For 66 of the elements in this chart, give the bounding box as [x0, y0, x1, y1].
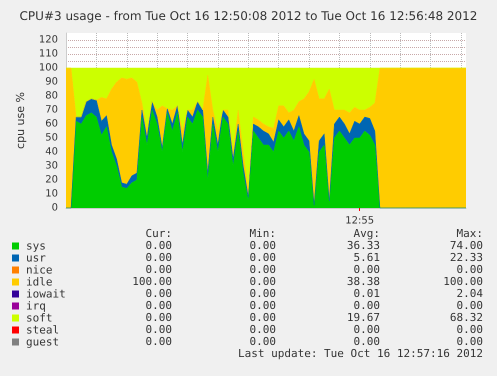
- text: 38.38: [346, 275, 380, 288]
- text: 0.00: [250, 299, 276, 312]
- y-axis-title: cpu use %: [14, 92, 27, 149]
- y-tick-label: 40: [45, 146, 58, 158]
- legend-label: steal: [26, 324, 60, 336]
- text: 0.00: [146, 323, 172, 336]
- y-tick-label: 80: [45, 90, 58, 102]
- text: 0.00: [456, 263, 483, 276]
- legend-label: soft: [26, 312, 52, 324]
- y-tick-label: 20: [45, 174, 58, 186]
- text: 0.01: [354, 287, 380, 300]
- text: 100.00: [132, 275, 172, 288]
- y-tick-label: 110: [38, 48, 58, 60]
- text: 0.00: [146, 299, 172, 312]
- text: 0.00: [250, 239, 276, 252]
- text: 0.00: [146, 263, 172, 276]
- text: 5.61: [354, 251, 380, 264]
- chart-title: CPU#3 usage - from Tue Oct 16 12:50:08 2012 to Tue Oct 16 12:56:48 2012: [20, 9, 478, 23]
- text: 0.00: [146, 239, 172, 252]
- text: 0.00: [250, 335, 276, 348]
- legend-label: nice: [26, 264, 52, 276]
- text: 0.00: [146, 335, 172, 348]
- legend-label: guest: [26, 336, 60, 348]
- y-tick-label: 60: [45, 118, 58, 130]
- legend-label: usr: [26, 252, 46, 264]
- y-tick-label: 0: [52, 202, 58, 214]
- text: 0.00: [250, 323, 276, 336]
- y-tick-label: 30: [45, 160, 58, 172]
- y-tick-label: 50: [45, 132, 58, 144]
- x-tick-label: 12:55: [345, 216, 374, 226]
- text: 0.00: [354, 263, 380, 276]
- text: 0.00: [456, 323, 483, 336]
- legend-label: iowait: [26, 288, 66, 300]
- y-tick-label: 100: [38, 62, 58, 74]
- text: 19.67: [346, 311, 380, 324]
- text: 68.32: [450, 311, 483, 324]
- text: 0.00: [456, 335, 483, 348]
- text: 0.00: [146, 311, 172, 324]
- text: 0.00: [146, 251, 172, 264]
- text: 0.00: [250, 251, 276, 264]
- text: 0.00: [354, 299, 380, 312]
- y-tick-label: 90: [45, 76, 58, 88]
- text: 2.04: [456, 287, 484, 300]
- text: 0.00: [250, 275, 276, 288]
- text: Cur:: [146, 227, 172, 240]
- text: Avg:: [354, 227, 380, 240]
- legend-label: irq: [26, 300, 46, 312]
- text: 0.00: [250, 287, 276, 300]
- text: 0.00: [250, 311, 276, 324]
- text: Max:: [456, 227, 483, 240]
- text: 0.00: [250, 263, 276, 276]
- legend-label: sys: [26, 240, 46, 252]
- y-tick-label: 70: [45, 104, 58, 116]
- text: 0.00: [456, 299, 483, 312]
- text: 100.00: [443, 275, 483, 288]
- text: 0.00: [354, 335, 380, 348]
- text: 0.00: [354, 323, 380, 336]
- text: 22.33: [450, 251, 483, 264]
- text: 0.00: [146, 287, 172, 300]
- y-tick-label: 120: [38, 34, 58, 46]
- text: Min:: [250, 227, 276, 240]
- text: Last update: Tue Oct 16 12:57:16 2012: [238, 347, 484, 360]
- y-tick-label: 10: [45, 188, 58, 200]
- text: 74.00: [450, 239, 483, 252]
- legend-label: idle: [26, 276, 52, 288]
- text: 36.33: [346, 239, 380, 252]
